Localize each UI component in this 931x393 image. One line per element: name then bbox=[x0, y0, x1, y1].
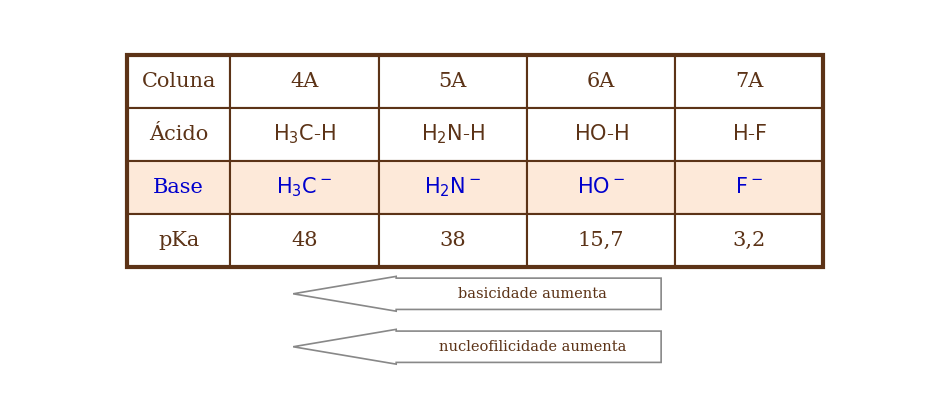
Text: 48: 48 bbox=[291, 231, 317, 250]
Text: $\mathrm{H_2N^-}$: $\mathrm{H_2N^-}$ bbox=[425, 175, 481, 199]
Bar bbox=[379, 55, 527, 108]
Bar bbox=[527, 214, 675, 266]
Text: 7A: 7A bbox=[735, 72, 763, 91]
Bar bbox=[128, 161, 230, 214]
Text: Ácido: Ácido bbox=[149, 125, 209, 144]
Bar bbox=[230, 214, 379, 266]
Bar bbox=[230, 161, 379, 214]
Text: 4A: 4A bbox=[290, 72, 318, 91]
Text: $\mathrm{H_3C}$-$\mathrm{H}$: $\mathrm{H_3C}$-$\mathrm{H}$ bbox=[273, 122, 336, 146]
Bar bbox=[675, 55, 823, 108]
Bar bbox=[527, 161, 675, 214]
Bar bbox=[379, 214, 527, 266]
Text: $\mathrm{H}$-$\mathrm{F}$: $\mathrm{H}$-$\mathrm{F}$ bbox=[732, 124, 767, 144]
Text: 3,2: 3,2 bbox=[733, 231, 766, 250]
Text: 5A: 5A bbox=[439, 72, 466, 91]
Bar bbox=[128, 214, 230, 266]
Bar bbox=[230, 55, 379, 108]
Bar bbox=[128, 55, 823, 266]
Bar bbox=[128, 55, 230, 108]
Bar bbox=[379, 161, 527, 214]
Polygon shape bbox=[293, 276, 661, 311]
Bar bbox=[675, 214, 823, 266]
Text: $\mathrm{F^-}$: $\mathrm{F^-}$ bbox=[735, 177, 763, 197]
Text: nucleofilicidade aumenta: nucleofilicidade aumenta bbox=[439, 340, 626, 354]
Text: 6A: 6A bbox=[587, 72, 615, 91]
Bar bbox=[527, 55, 675, 108]
Bar bbox=[379, 108, 527, 161]
Text: $\mathrm{HO}$-$\mathrm{H}$: $\mathrm{HO}$-$\mathrm{H}$ bbox=[573, 124, 628, 144]
Text: $\mathrm{H_3C^-}$: $\mathrm{H_3C^-}$ bbox=[277, 175, 332, 199]
Text: $\mathrm{HO^-}$: $\mathrm{HO^-}$ bbox=[577, 177, 625, 197]
Polygon shape bbox=[293, 329, 661, 364]
Bar bbox=[675, 161, 823, 214]
Bar bbox=[675, 108, 823, 161]
Bar bbox=[230, 108, 379, 161]
Bar bbox=[527, 108, 675, 161]
Text: Base: Base bbox=[154, 178, 204, 196]
Text: basicidade aumenta: basicidade aumenta bbox=[458, 287, 607, 301]
Bar bbox=[128, 108, 230, 161]
Text: 15,7: 15,7 bbox=[578, 231, 625, 250]
Text: $\mathrm{H_2N}$-$\mathrm{H}$: $\mathrm{H_2N}$-$\mathrm{H}$ bbox=[421, 122, 485, 146]
Text: pKa: pKa bbox=[158, 231, 199, 250]
Text: Coluna: Coluna bbox=[142, 72, 216, 91]
Text: 38: 38 bbox=[439, 231, 466, 250]
